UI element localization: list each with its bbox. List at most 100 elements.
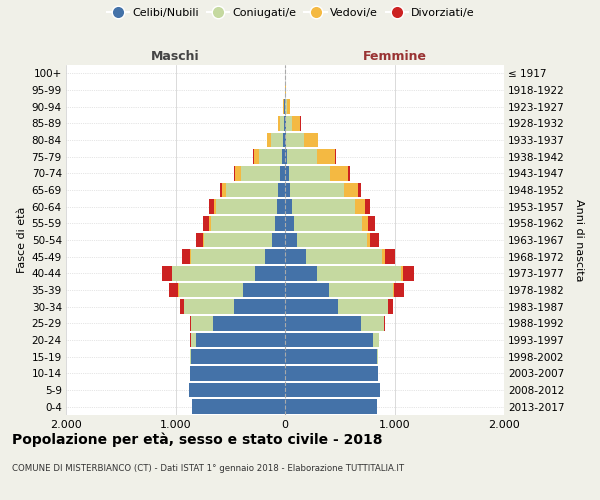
Bar xyxy=(294,216,362,230)
Bar xyxy=(286,100,287,114)
Bar xyxy=(285,250,306,264)
Bar xyxy=(172,266,256,280)
Bar xyxy=(365,200,370,214)
Bar xyxy=(191,350,285,364)
Bar xyxy=(265,250,285,264)
Bar xyxy=(290,182,344,198)
Bar xyxy=(285,350,377,364)
Y-axis label: Fasce di età: Fasce di età xyxy=(17,207,28,273)
Bar xyxy=(317,150,335,164)
Bar xyxy=(285,166,289,180)
Bar xyxy=(271,132,283,148)
Bar xyxy=(286,132,304,148)
Bar xyxy=(382,250,385,264)
Bar xyxy=(191,250,265,264)
Bar xyxy=(285,150,287,164)
Bar xyxy=(361,316,383,330)
Bar xyxy=(268,132,271,148)
Bar xyxy=(358,182,361,198)
Bar xyxy=(403,266,413,280)
Bar xyxy=(362,216,368,230)
Bar xyxy=(285,400,377,414)
Bar xyxy=(338,300,388,314)
Bar xyxy=(344,182,358,198)
Bar xyxy=(331,166,348,180)
Bar xyxy=(289,166,331,180)
Text: Maschi: Maschi xyxy=(151,50,200,64)
Bar xyxy=(256,266,285,280)
Bar xyxy=(287,100,290,114)
Bar xyxy=(272,232,285,248)
Bar xyxy=(394,282,404,298)
Bar xyxy=(191,316,213,330)
Bar xyxy=(162,266,172,280)
Bar xyxy=(287,150,317,164)
Bar xyxy=(385,250,395,264)
Bar xyxy=(190,316,191,330)
Bar xyxy=(285,332,373,347)
Bar xyxy=(233,166,235,180)
Bar xyxy=(259,150,282,164)
Bar xyxy=(285,232,297,248)
Bar xyxy=(213,316,285,330)
Bar xyxy=(191,332,196,347)
Bar xyxy=(203,216,209,230)
Bar xyxy=(285,132,286,148)
Bar xyxy=(241,166,280,180)
Bar xyxy=(190,366,285,380)
Bar xyxy=(292,116,301,130)
Bar xyxy=(329,282,394,298)
Bar xyxy=(280,166,285,180)
Bar xyxy=(275,216,285,230)
Text: COMUNE DI MISTERBIANCO (CT) - Dati ISTAT 1° gennaio 2018 - Elaborazione TUTTITAL: COMUNE DI MISTERBIANCO (CT) - Dati ISTAT… xyxy=(12,464,404,473)
Bar xyxy=(355,200,365,214)
Bar xyxy=(285,182,290,198)
Bar xyxy=(179,300,184,314)
Bar xyxy=(285,366,378,380)
Bar xyxy=(211,216,275,230)
Bar xyxy=(370,232,379,248)
Bar xyxy=(214,200,216,214)
Bar xyxy=(188,382,285,398)
Bar xyxy=(253,150,254,164)
Bar xyxy=(304,132,318,148)
Bar xyxy=(196,232,203,248)
Bar xyxy=(317,266,401,280)
Bar xyxy=(278,116,280,130)
Bar xyxy=(196,332,285,347)
Bar xyxy=(254,150,259,164)
Bar xyxy=(335,150,336,164)
Bar xyxy=(285,216,294,230)
Bar xyxy=(285,300,338,314)
Bar xyxy=(306,250,382,264)
Bar xyxy=(292,200,355,214)
Bar xyxy=(182,250,190,264)
Bar xyxy=(179,282,244,298)
Bar xyxy=(285,266,317,280)
Bar xyxy=(297,232,367,248)
Bar xyxy=(286,116,292,130)
Bar xyxy=(373,332,379,347)
Bar xyxy=(285,282,329,298)
Bar xyxy=(244,282,285,298)
Bar xyxy=(278,182,285,198)
Y-axis label: Anni di nascita: Anni di nascita xyxy=(574,198,584,281)
Bar xyxy=(348,166,350,180)
Bar xyxy=(216,200,277,214)
Bar xyxy=(235,166,241,180)
Legend: Celibi/Nubili, Coniugati/e, Vedovi/e, Divorziati/e: Celibi/Nubili, Coniugati/e, Vedovi/e, Di… xyxy=(105,6,477,20)
Bar xyxy=(209,200,214,214)
Bar xyxy=(285,382,380,398)
Bar xyxy=(169,282,178,298)
Bar xyxy=(184,300,233,314)
Bar xyxy=(284,116,285,130)
Bar xyxy=(285,316,361,330)
Bar xyxy=(401,266,403,280)
Bar xyxy=(384,316,385,330)
Bar xyxy=(204,232,272,248)
Text: Femmine: Femmine xyxy=(362,50,427,64)
Bar xyxy=(192,400,285,414)
Bar xyxy=(280,116,284,130)
Bar xyxy=(283,132,285,148)
Bar xyxy=(367,232,370,248)
